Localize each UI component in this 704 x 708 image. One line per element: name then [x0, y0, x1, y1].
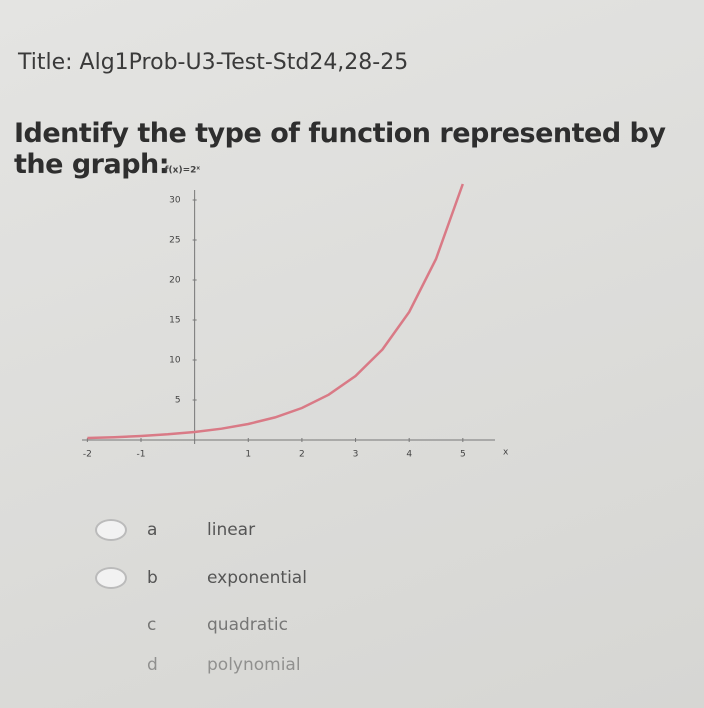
- y-tick-label: 20: [169, 276, 181, 286]
- curve: [87, 183, 464, 440]
- question: Identify the type of function represente…: [14, 118, 666, 180]
- option[interactable]: c quadratic: [95, 610, 288, 640]
- y-tick-label: 10: [169, 356, 181, 366]
- y-tick-label: 5: [175, 396, 181, 406]
- radio[interactable]: [95, 519, 127, 541]
- option-text: exponential: [207, 568, 307, 588]
- x-tick-label: 5: [460, 450, 466, 460]
- x-tick-label: 3: [353, 450, 359, 460]
- option[interactable]: a linear: [95, 515, 255, 545]
- radio[interactable]: [95, 567, 127, 589]
- option-letter: c: [147, 615, 157, 635]
- y-tick-label: 30: [169, 196, 181, 206]
- option-letter: b: [147, 568, 158, 588]
- chart-title: f(x)=2ˣ: [165, 166, 201, 176]
- title: Title: Alg1Prob-U3-Test-Std24,28-25: [18, 50, 409, 75]
- option[interactable]: b exponential: [95, 563, 307, 593]
- x-tick-label: -1: [137, 450, 146, 460]
- x-axis-label: x: [503, 448, 509, 458]
- option[interactable]: d polynomial: [95, 650, 301, 680]
- x-tick-label: -2: [83, 450, 92, 460]
- option-letter: d: [147, 655, 158, 675]
- x-tick-label: 4: [406, 450, 412, 460]
- option-text: linear: [207, 520, 256, 540]
- option-text: quadratic: [207, 615, 288, 635]
- x-tick-label: 2: [299, 450, 305, 460]
- option-letter: a: [147, 520, 158, 540]
- y-tick-label: 25: [169, 236, 180, 246]
- x-tick-label: 1: [245, 450, 251, 460]
- option-text: polynomial: [207, 655, 301, 675]
- y-tick-label: 15: [169, 316, 180, 326]
